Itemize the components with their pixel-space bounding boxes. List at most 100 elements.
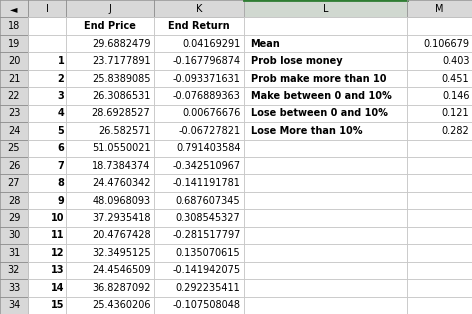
- Bar: [28, 122, 66, 139]
- Bar: [244, 262, 407, 279]
- Bar: [154, 175, 244, 192]
- Bar: [28, 192, 66, 209]
- Bar: [66, 0, 154, 18]
- Bar: [66, 139, 154, 157]
- Bar: [66, 18, 154, 35]
- Bar: [28, 105, 66, 122]
- Bar: [28, 296, 66, 314]
- Text: 23.7177891: 23.7177891: [92, 56, 151, 66]
- Bar: [244, 157, 407, 175]
- Bar: [0, 18, 28, 35]
- Bar: [244, 122, 407, 139]
- Text: 20: 20: [8, 56, 20, 66]
- Bar: [407, 209, 472, 227]
- Bar: [407, 0, 472, 18]
- Bar: [66, 192, 154, 209]
- Bar: [407, 139, 472, 157]
- Text: 51.0550021: 51.0550021: [92, 143, 151, 153]
- Text: 0.451: 0.451: [442, 73, 469, 84]
- Text: L: L: [323, 4, 328, 14]
- Bar: [407, 52, 472, 70]
- Text: 37.2935418: 37.2935418: [92, 213, 151, 223]
- Bar: [407, 279, 472, 296]
- Bar: [244, 18, 407, 35]
- Text: 6: 6: [58, 143, 65, 153]
- Text: ◄: ◄: [10, 4, 18, 14]
- Text: -0.093371631: -0.093371631: [173, 73, 240, 84]
- Bar: [66, 279, 154, 296]
- Bar: [407, 70, 472, 87]
- Text: Prob lose money: Prob lose money: [251, 56, 342, 66]
- Text: 0.403: 0.403: [442, 56, 469, 66]
- Bar: [66, 70, 154, 87]
- Bar: [407, 175, 472, 192]
- Bar: [28, 139, 66, 157]
- Text: 36.8287092: 36.8287092: [92, 283, 151, 293]
- Bar: [244, 279, 407, 296]
- Text: 12: 12: [51, 248, 65, 258]
- Bar: [154, 87, 244, 105]
- Text: 21: 21: [8, 73, 20, 84]
- Bar: [0, 227, 28, 244]
- Text: 24: 24: [8, 126, 20, 136]
- Bar: [66, 244, 154, 262]
- Bar: [0, 122, 28, 139]
- Bar: [66, 87, 154, 105]
- Text: 0.135070615: 0.135070615: [176, 248, 240, 258]
- Bar: [154, 122, 244, 139]
- Text: 0.687607345: 0.687607345: [176, 196, 240, 206]
- Bar: [407, 192, 472, 209]
- Text: -0.141191781: -0.141191781: [173, 178, 240, 188]
- Bar: [28, 262, 66, 279]
- Text: 0.04169291: 0.04169291: [182, 39, 240, 49]
- Text: 14: 14: [51, 283, 65, 293]
- Bar: [244, 175, 407, 192]
- Text: 2: 2: [58, 73, 65, 84]
- Bar: [0, 244, 28, 262]
- Bar: [66, 175, 154, 192]
- Text: M: M: [435, 4, 444, 14]
- Text: -0.281517797: -0.281517797: [172, 230, 240, 241]
- Bar: [0, 139, 28, 157]
- Bar: [0, 262, 28, 279]
- Text: 34: 34: [8, 300, 20, 310]
- Text: 5: 5: [58, 126, 65, 136]
- Text: 19: 19: [8, 39, 20, 49]
- Text: 4: 4: [58, 108, 65, 118]
- Bar: [28, 0, 66, 18]
- Text: 24.4760342: 24.4760342: [92, 178, 151, 188]
- Bar: [0, 279, 28, 296]
- Bar: [154, 209, 244, 227]
- Bar: [0, 0, 28, 18]
- Text: K: K: [196, 4, 202, 14]
- Text: 18: 18: [8, 21, 20, 31]
- Text: I: I: [46, 4, 49, 14]
- Bar: [407, 87, 472, 105]
- Bar: [66, 35, 154, 52]
- Bar: [28, 52, 66, 70]
- Text: 22: 22: [8, 91, 20, 101]
- Bar: [0, 192, 28, 209]
- Bar: [154, 192, 244, 209]
- Bar: [154, 70, 244, 87]
- Text: 27: 27: [8, 178, 20, 188]
- Text: 20.4767428: 20.4767428: [92, 230, 151, 241]
- Bar: [66, 262, 154, 279]
- Bar: [407, 157, 472, 175]
- Text: 31: 31: [8, 248, 20, 258]
- Text: 0.146: 0.146: [442, 91, 469, 101]
- Text: 18.7384374: 18.7384374: [92, 161, 151, 171]
- Text: 0.791403584: 0.791403584: [176, 143, 240, 153]
- Text: End Return: End Return: [168, 21, 230, 31]
- Bar: [28, 157, 66, 175]
- Text: J: J: [109, 4, 111, 14]
- Text: 26: 26: [8, 161, 20, 171]
- Bar: [66, 52, 154, 70]
- Bar: [28, 244, 66, 262]
- Text: 11: 11: [51, 230, 65, 241]
- Text: Mean: Mean: [251, 39, 280, 49]
- Bar: [244, 139, 407, 157]
- Text: 29: 29: [8, 213, 20, 223]
- Bar: [154, 52, 244, 70]
- Bar: [0, 157, 28, 175]
